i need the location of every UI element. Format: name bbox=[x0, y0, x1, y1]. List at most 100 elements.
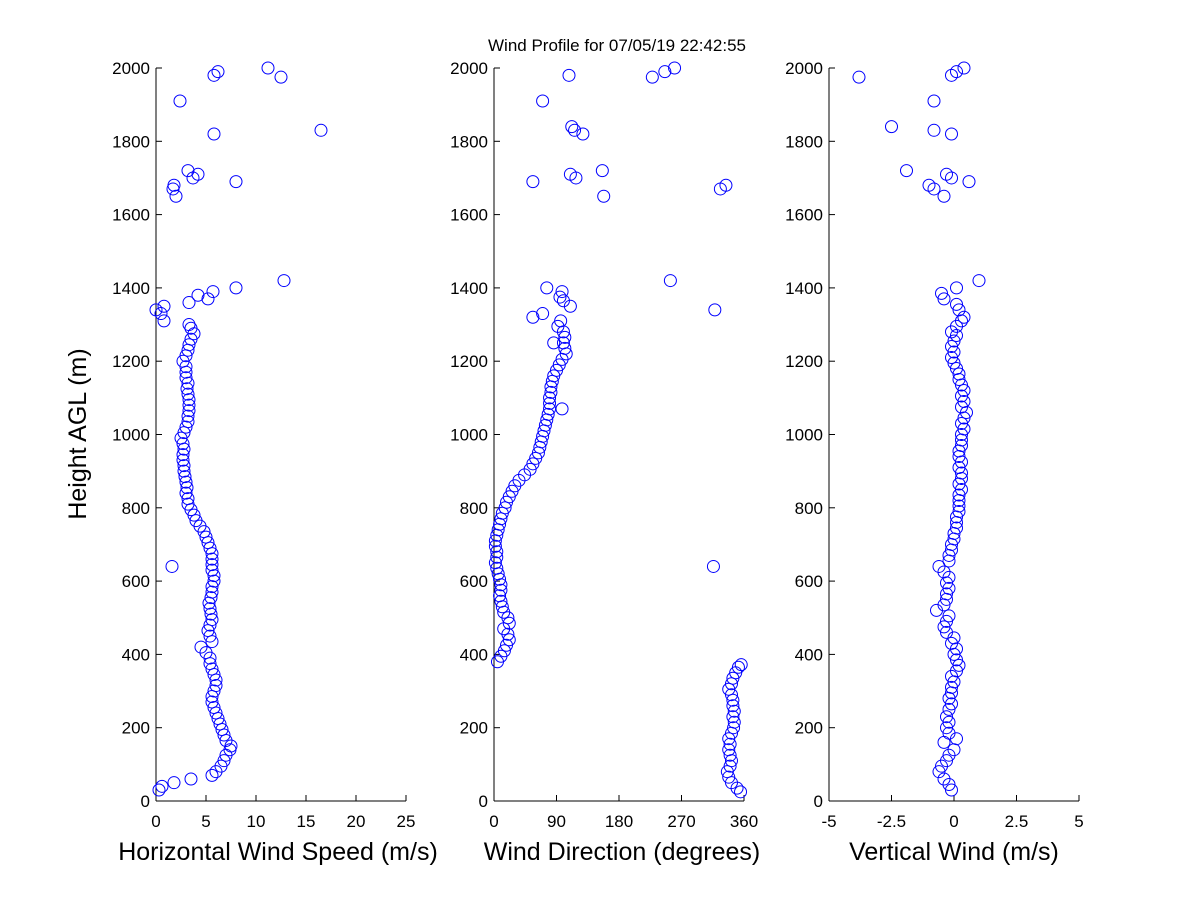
data-point bbox=[945, 636, 958, 650]
data-point bbox=[555, 402, 569, 416]
data-point bbox=[957, 422, 971, 436]
y-tick-label: 600 bbox=[795, 572, 823, 591]
data-point bbox=[205, 580, 219, 594]
data-point bbox=[940, 721, 953, 735]
data-point bbox=[947, 345, 961, 359]
y-tick-label: 800 bbox=[795, 499, 823, 518]
data-point bbox=[952, 658, 966, 672]
data-point bbox=[708, 303, 722, 317]
data-point bbox=[952, 504, 966, 518]
data-point bbox=[536, 94, 550, 108]
chart-title: Wind Profile for 07/05/19 22:42:55 bbox=[488, 36, 746, 55]
data-point bbox=[562, 68, 576, 82]
y-tick-label: 1800 bbox=[785, 132, 823, 151]
data-point bbox=[498, 501, 512, 515]
y-tick-label: 1600 bbox=[785, 206, 823, 225]
x-tick-label: 2.5 bbox=[1005, 812, 1029, 831]
data-point bbox=[152, 783, 166, 797]
data-point bbox=[950, 521, 963, 535]
y-tick-label: 200 bbox=[122, 719, 150, 738]
data-point bbox=[169, 189, 183, 203]
data-point bbox=[547, 336, 561, 350]
data-point bbox=[723, 759, 737, 773]
data-point bbox=[229, 281, 243, 295]
data-point bbox=[955, 482, 968, 496]
data-point bbox=[950, 653, 963, 667]
data-point bbox=[157, 314, 171, 328]
data-point bbox=[497, 644, 511, 658]
data-point bbox=[167, 776, 181, 790]
data-point bbox=[942, 715, 956, 729]
data-point bbox=[176, 437, 190, 451]
data-point bbox=[205, 768, 219, 782]
x-tick-label: 20 bbox=[347, 812, 366, 831]
data-point bbox=[181, 497, 195, 511]
y-tick-label: 400 bbox=[795, 645, 823, 664]
data-point bbox=[945, 783, 958, 797]
data-point bbox=[207, 127, 221, 141]
data-point bbox=[209, 679, 223, 693]
data-point bbox=[184, 772, 198, 786]
data-point bbox=[937, 772, 951, 786]
data-point bbox=[940, 710, 953, 724]
data-point bbox=[179, 486, 193, 500]
data-point bbox=[957, 384, 971, 398]
data-point bbox=[182, 296, 196, 310]
data-point bbox=[179, 420, 193, 434]
data-point bbox=[205, 552, 219, 566]
data-point bbox=[955, 466, 968, 480]
data-point bbox=[597, 189, 611, 203]
data-point bbox=[488, 556, 502, 570]
data-point bbox=[727, 704, 741, 718]
data-point bbox=[727, 715, 741, 729]
x-tick-label: 360 bbox=[730, 812, 758, 831]
data-point bbox=[167, 178, 181, 192]
y-tick-label: 400 bbox=[122, 645, 150, 664]
data-point bbox=[937, 189, 951, 203]
data-point bbox=[595, 164, 609, 178]
y-tick-label: 800 bbox=[460, 499, 488, 518]
data-point bbox=[945, 171, 958, 185]
data-point bbox=[205, 558, 219, 572]
data-point bbox=[205, 563, 219, 577]
data-point bbox=[955, 389, 968, 403]
data-point bbox=[177, 459, 191, 473]
data-point bbox=[181, 376, 195, 390]
data-point bbox=[502, 633, 516, 647]
data-point bbox=[261, 61, 275, 75]
data-point bbox=[205, 662, 219, 676]
data-point bbox=[945, 127, 958, 141]
data-point bbox=[205, 613, 219, 627]
data-point bbox=[722, 770, 736, 784]
x-tick-label: 10 bbox=[247, 812, 266, 831]
data-point bbox=[199, 530, 213, 544]
data-point bbox=[937, 292, 951, 306]
data-point bbox=[277, 274, 291, 288]
data-point bbox=[937, 565, 951, 579]
x-tick-label: -2.5 bbox=[877, 812, 906, 831]
data-point bbox=[663, 274, 677, 288]
data-point bbox=[722, 743, 736, 757]
data-point bbox=[950, 281, 963, 295]
x-tick-label: 0 bbox=[949, 812, 958, 831]
data-point bbox=[180, 481, 194, 495]
data-point bbox=[942, 609, 956, 623]
data-point bbox=[191, 288, 205, 302]
data-point bbox=[543, 396, 557, 410]
y-tick-label: 200 bbox=[795, 719, 823, 738]
x-tick-label: -5 bbox=[821, 812, 836, 831]
x-axis-label: Wind Direction (degrees) bbox=[484, 838, 761, 866]
y-tick-label: 1600 bbox=[112, 206, 150, 225]
data-point bbox=[203, 618, 217, 632]
data-point bbox=[940, 614, 953, 628]
data-point bbox=[181, 415, 195, 429]
data-point bbox=[950, 362, 963, 376]
data-point bbox=[558, 330, 572, 344]
data-point bbox=[203, 629, 217, 643]
data-point bbox=[179, 475, 193, 489]
data-point bbox=[558, 341, 572, 355]
x-tick-label: 5 bbox=[1074, 812, 1083, 831]
data-point bbox=[945, 680, 958, 694]
y-tick-label: 400 bbox=[460, 645, 488, 664]
